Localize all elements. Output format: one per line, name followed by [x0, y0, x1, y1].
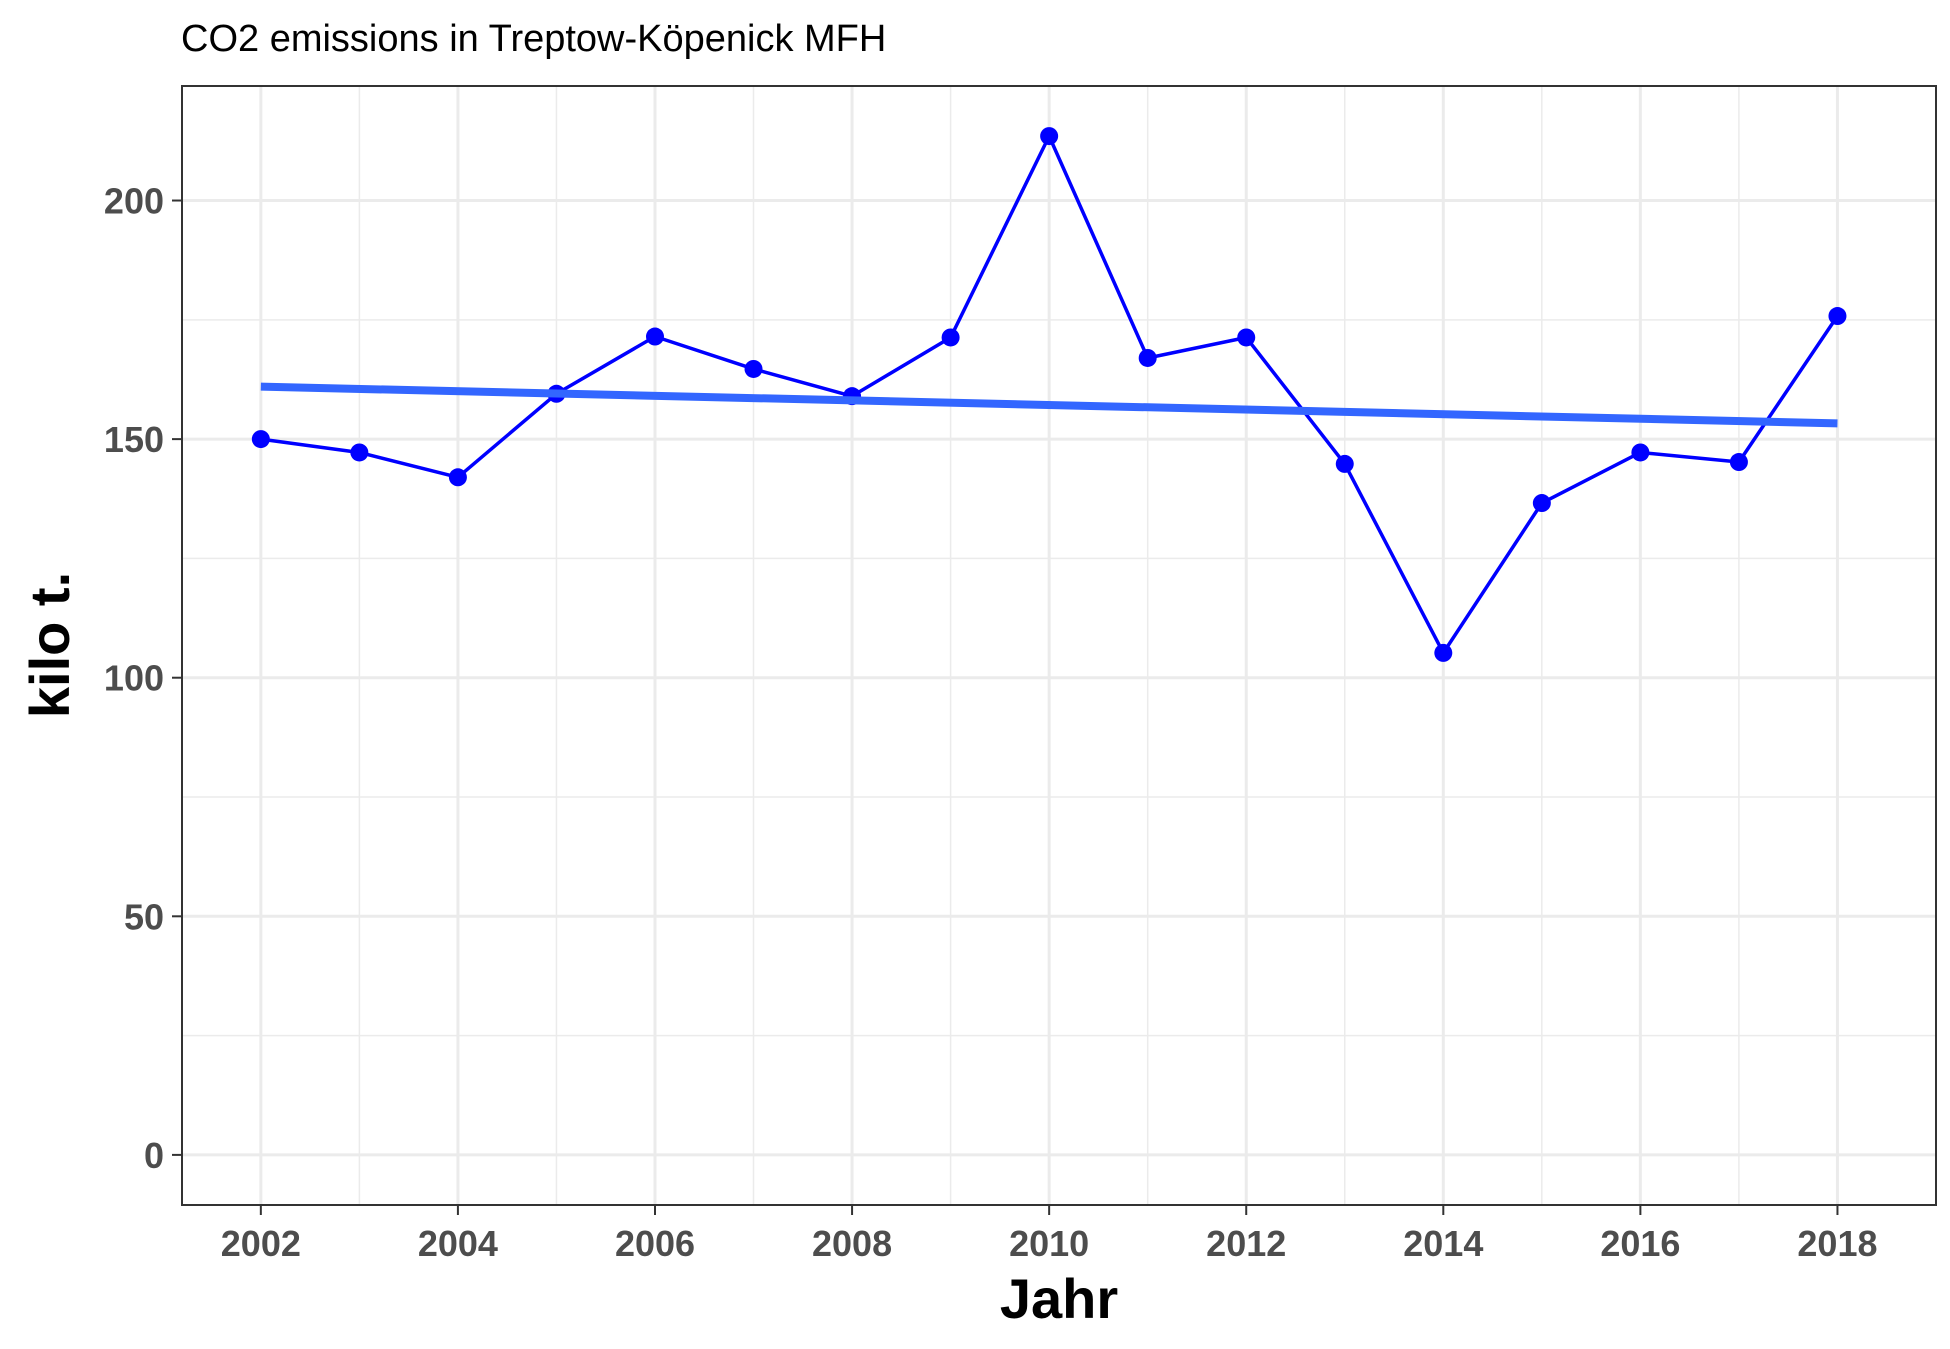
- data-point: [448, 468, 467, 487]
- data-point: [645, 327, 664, 346]
- data-point: [251, 430, 270, 449]
- x-tick-label: 2002: [221, 1223, 301, 1264]
- x-axis-title: Jahr: [1000, 1267, 1118, 1330]
- data-point: [1138, 348, 1157, 367]
- plot-border: [181, 85, 1937, 1206]
- x-tick-label: 2008: [812, 1223, 892, 1264]
- x-tick-label: 2018: [1797, 1223, 1877, 1264]
- x-tick-label: 2016: [1600, 1223, 1680, 1264]
- y-tick-label: 150: [104, 419, 164, 460]
- x-tick-label: 2010: [1009, 1223, 1089, 1264]
- chart-title: CO2 emissions in Treptow-Köpenick MFH: [181, 18, 886, 60]
- y-tick-label: 0: [144, 1135, 164, 1176]
- data-point: [941, 328, 960, 347]
- y-tick-label: 100: [104, 658, 164, 699]
- x-tick-label: 2012: [1206, 1223, 1286, 1264]
- data-point: [1532, 494, 1551, 513]
- y-tick-label: 50: [124, 896, 164, 937]
- trend-line: [260, 382, 1838, 428]
- data-point: [1434, 643, 1453, 662]
- axes: 2002 2004 2006 2008 2010 2012 2014 2016 2018 0 50 1…: [104, 181, 1878, 1264]
- y-tick-label: 200: [104, 181, 164, 222]
- data-point: [1040, 127, 1059, 146]
- data-point: [1729, 453, 1748, 472]
- x-tick-label: 2004: [418, 1223, 498, 1264]
- data-point: [1828, 307, 1847, 326]
- data-point: [1631, 443, 1650, 462]
- x-tick-label: 2006: [615, 1223, 695, 1264]
- series-layer: [251, 127, 1847, 662]
- data-point: [744, 359, 763, 378]
- data-point: [350, 443, 369, 462]
- y-axis-title: kilo t.: [18, 572, 81, 718]
- grid: [182, 86, 1936, 1205]
- data-point: [1237, 328, 1256, 347]
- x-tick-label: 2014: [1403, 1223, 1483, 1264]
- data-point: [1335, 454, 1354, 473]
